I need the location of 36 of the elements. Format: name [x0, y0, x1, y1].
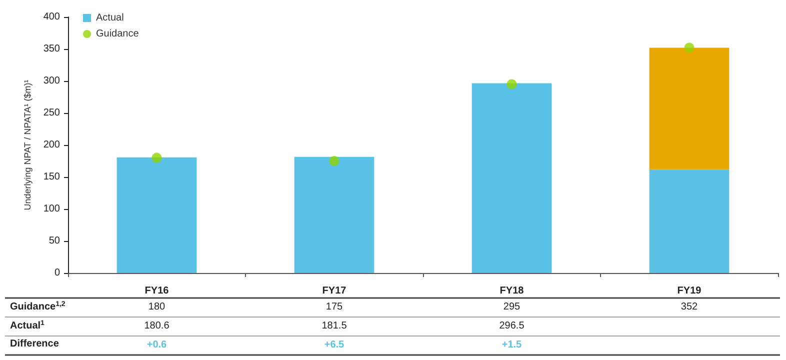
y-tick-label: 150 — [43, 172, 60, 182]
text: Difference — [10, 338, 60, 350]
text: +6.5 — [324, 340, 345, 350]
point — [506, 79, 517, 90]
y-tick-label: 250 — [43, 108, 60, 118]
x-tick-label: FY17 — [322, 286, 347, 296]
data-label: 295 — [503, 302, 521, 312]
y-tick-label: 100 — [43, 204, 60, 214]
y-tick-label: 400 — [43, 12, 60, 22]
y-tick-label: 200 — [43, 140, 60, 150]
text: +0.6 — [146, 340, 168, 350]
data-label: 175 — [326, 302, 344, 312]
text: +1.5 — [502, 340, 522, 350]
x-tick-label: FY19 — [677, 286, 702, 296]
bar — [649, 48, 730, 170]
point — [684, 42, 694, 53]
point — [152, 152, 162, 163]
x-tick-label: FY16 — [144, 286, 170, 296]
data-label: 180.6 — [144, 320, 170, 332]
y-tick-label: 0 — [54, 268, 60, 278]
y-tick-label: 50 — [48, 236, 60, 246]
data-label: 181.5 — [322, 320, 348, 332]
bar — [472, 83, 552, 273]
data-label: 180 — [148, 302, 166, 312]
bar — [116, 157, 197, 273]
data-label: 352 — [680, 302, 698, 312]
bar — [649, 169, 730, 273]
legend-label: Guidance — [96, 28, 140, 40]
bar — [294, 156, 374, 273]
y-tick-label: 300 — [43, 76, 60, 86]
y-axis-title: Underlying NPAT / NPATA¹ ($m)¹ — [22, 80, 32, 210]
x-tick-label: FY18 — [500, 286, 524, 296]
point — [329, 156, 340, 166]
y-tick-label: 350 — [43, 44, 60, 54]
legend-label: Actual — [96, 12, 124, 24]
data-label: 296.5 — [499, 320, 525, 332]
